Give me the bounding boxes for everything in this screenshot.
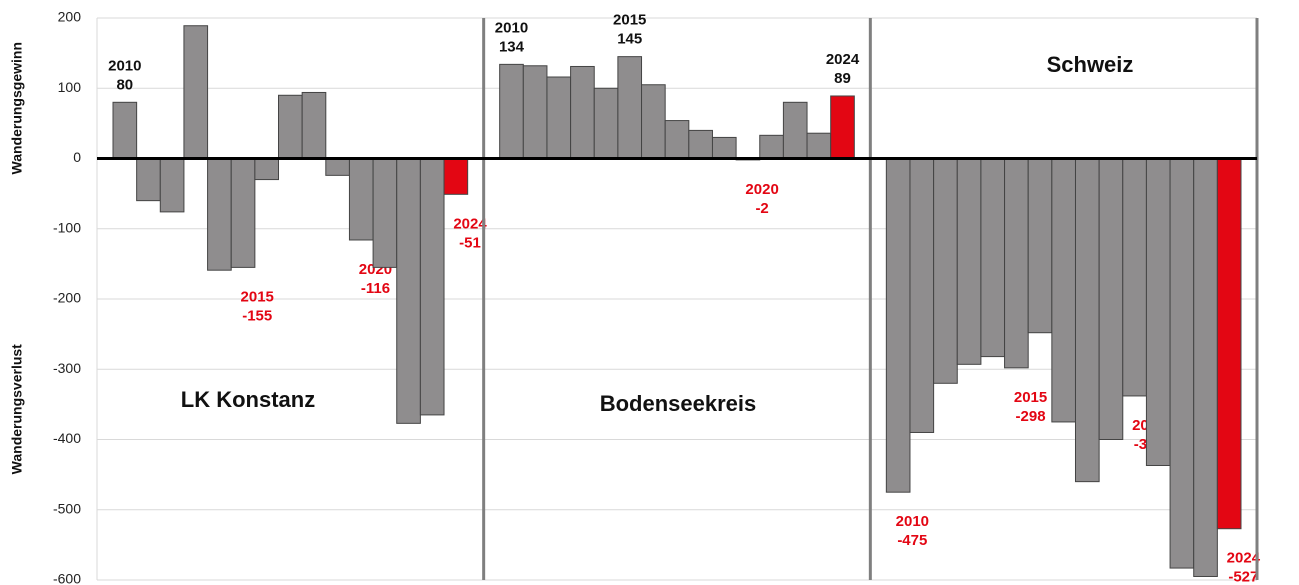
value-label: -298 [1016,408,1046,425]
bar [183,25,209,160]
category-label: 2015 [241,288,274,305]
bar [1122,158,1147,397]
y-tick-label: 200 [58,9,82,25]
category-label: 2024 [1227,550,1261,567]
bar [711,136,737,160]
bar [688,129,713,159]
category-label: 2010 [495,19,528,36]
value-label: 134 [499,38,525,55]
y-axis-label: Wanderungsverlust [9,344,25,475]
panel-title: Bodenseekreis [600,391,757,416]
y-tick-label: -200 [53,290,81,306]
y-tick-label: 100 [58,79,82,95]
bar [885,158,911,493]
bar [301,91,327,159]
bar [136,158,161,202]
category-label: 2010 [896,513,929,530]
bar [1051,158,1076,423]
bar [1098,158,1124,440]
value-label: 80 [116,76,133,93]
bar [956,158,982,365]
y-tick-label: -400 [53,430,81,446]
value-label: -51 [459,234,481,251]
bar [1027,158,1053,334]
bar [348,158,374,241]
value-label: -2 [755,200,768,217]
category-label: 2015 [613,12,646,29]
bar [641,84,666,159]
bar [1004,158,1029,369]
y-tick-label: -100 [53,219,81,235]
bar [617,56,643,160]
bar [278,94,303,159]
category-label: 2024 [826,51,860,68]
value-label: -155 [242,307,272,324]
bar [782,101,808,160]
bar [372,158,398,268]
value-label: 145 [617,31,642,48]
value-label: -116 [361,280,390,297]
bar [759,134,784,160]
bar [830,95,855,159]
bar [980,158,1006,358]
bar [419,158,445,416]
panel-title: LK Konstanz [181,387,315,412]
bar [1074,158,1100,483]
category-label: 2020 [745,181,778,198]
bar [254,158,280,181]
bar [1193,158,1218,577]
value-label: -475 [897,532,927,549]
bar [1145,158,1171,466]
bar [112,101,138,160]
bar [443,158,469,195]
category-label: 2024 [453,215,487,232]
value-label: 89 [834,70,851,87]
y-tick-label: -600 [53,571,81,585]
y-tick-label: -500 [53,500,81,516]
bar [396,158,421,424]
bar [546,76,572,159]
bar [664,120,690,160]
bar [325,158,350,176]
bar [593,87,619,159]
bar [207,158,232,271]
bar [499,63,524,159]
y-axis-label: Wanderungsgewinn [9,42,25,174]
category-label: 2010 [108,57,141,74]
bar [522,65,548,159]
bar [933,158,958,384]
y-tick-label: 0 [73,149,81,165]
bar [909,158,935,433]
bar [1169,158,1195,569]
bar [570,65,595,159]
bar [230,158,256,268]
panel-title: Schweiz [1047,52,1134,77]
category-label: 2015 [1014,389,1047,406]
bar [806,132,832,160]
y-tick-label: -300 [53,360,81,376]
value-label: -527 [1228,569,1258,585]
bar [1216,158,1242,530]
bar [159,158,185,213]
